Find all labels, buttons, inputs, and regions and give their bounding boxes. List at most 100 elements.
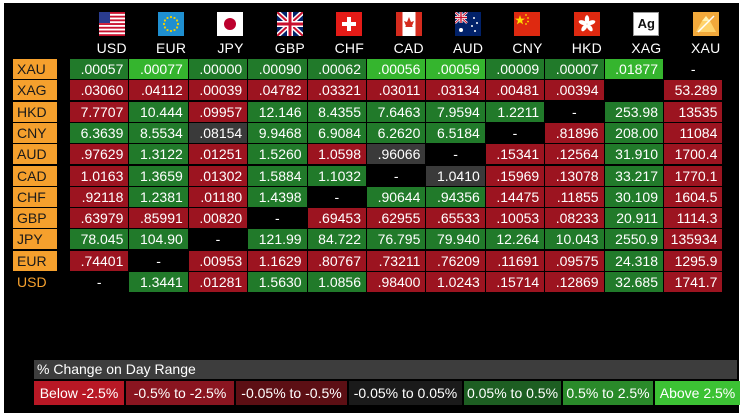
- rate-cell[interactable]: .76209: [426, 250, 485, 271]
- row-label[interactable]: XAG: [13, 80, 57, 101]
- rate-cell[interactable]: 1295.9: [664, 250, 723, 271]
- rate-cell[interactable]: .03011: [367, 80, 426, 101]
- rate-cell[interactable]: 1.3441: [129, 272, 188, 292]
- rate-cell[interactable]: .13078: [545, 165, 604, 186]
- rate-cell[interactable]: 10.444: [129, 101, 188, 122]
- rate-cell[interactable]: 8.5534: [129, 122, 188, 143]
- rate-cell[interactable]: 9.9468: [248, 122, 307, 143]
- rate-cell[interactable]: 13535: [664, 101, 723, 122]
- rate-cell[interactable]: .00394: [545, 80, 604, 101]
- rate-cell[interactable]: .04112: [129, 80, 188, 101]
- rate-cell[interactable]: 1.2381: [129, 186, 188, 207]
- rate-cell[interactable]: .01180: [188, 186, 248, 207]
- rate-cell[interactable]: 1.0410: [426, 165, 485, 186]
- rate-cell[interactable]: -: [545, 101, 604, 122]
- row-label[interactable]: CNY: [13, 122, 57, 143]
- rate-cell[interactable]: .03134: [426, 80, 485, 101]
- rate-cell[interactable]: .96066: [367, 144, 426, 165]
- rate-cell[interactable]: 1.0243: [426, 272, 485, 292]
- rate-cell[interactable]: 24.318: [604, 250, 663, 271]
- rate-cell[interactable]: [604, 80, 663, 101]
- rate-cell[interactable]: 1.0856: [307, 272, 366, 292]
- rate-cell[interactable]: -: [426, 144, 485, 165]
- rate-cell[interactable]: 32.685: [604, 272, 663, 292]
- rate-cell[interactable]: -: [664, 59, 723, 79]
- rate-cell[interactable]: .00000: [188, 59, 248, 79]
- row-label[interactable]: USD: [13, 272, 57, 292]
- rate-cell[interactable]: .03321: [307, 80, 366, 101]
- rate-cell[interactable]: .98400: [367, 272, 426, 292]
- rate-cell[interactable]: 33.217: [604, 165, 663, 186]
- rate-cell[interactable]: -: [188, 229, 248, 250]
- rate-cell[interactable]: .90644: [367, 186, 426, 207]
- rate-cell[interactable]: 79.940: [426, 229, 485, 250]
- rate-cell[interactable]: -: [485, 122, 545, 143]
- column-usd[interactable]: USD: [82, 9, 141, 59]
- rate-cell[interactable]: .73211: [367, 250, 426, 271]
- rate-cell[interactable]: .00039: [188, 80, 248, 101]
- rate-cell[interactable]: .74401: [70, 250, 129, 271]
- rate-cell[interactable]: 1.0598: [307, 144, 366, 165]
- row-label[interactable]: CAD: [13, 165, 57, 186]
- rate-cell[interactable]: .12564: [545, 144, 604, 165]
- rate-cell[interactable]: 1700.4: [664, 144, 723, 165]
- rate-cell[interactable]: 12.264: [485, 229, 545, 250]
- rate-cell[interactable]: 1.1629: [248, 250, 307, 271]
- rate-cell[interactable]: .01251: [188, 144, 248, 165]
- rate-cell[interactable]: .00007: [545, 59, 604, 79]
- rate-cell[interactable]: .11855: [545, 186, 604, 207]
- rate-cell[interactable]: 208.00: [604, 122, 663, 143]
- row-label[interactable]: GBP: [13, 208, 57, 229]
- column-cny[interactable]: CNY: [498, 9, 557, 59]
- rate-cell[interactable]: 1.1032: [307, 165, 366, 186]
- rate-cell[interactable]: 76.795: [367, 229, 426, 250]
- rate-cell[interactable]: 1770.1: [664, 165, 723, 186]
- rate-cell[interactable]: 1741.7: [664, 272, 723, 292]
- rate-cell[interactable]: 30.109: [604, 186, 663, 207]
- row-label[interactable]: AUD: [13, 144, 57, 165]
- rate-cell[interactable]: .94356: [426, 186, 485, 207]
- rate-cell[interactable]: 121.99: [248, 229, 307, 250]
- rate-cell[interactable]: .01302: [188, 165, 248, 186]
- rate-cell[interactable]: .00057: [70, 59, 129, 79]
- rate-cell[interactable]: 6.3639: [70, 122, 129, 143]
- rate-cell[interactable]: .00056: [367, 59, 426, 79]
- rate-cell[interactable]: 31.910: [604, 144, 663, 165]
- rate-cell[interactable]: .63979: [70, 208, 129, 229]
- column-chf[interactable]: CHF: [320, 9, 379, 59]
- rate-cell[interactable]: 7.6463: [367, 101, 426, 122]
- rate-cell[interactable]: .00059: [426, 59, 485, 79]
- rate-cell[interactable]: 78.045: [70, 229, 129, 250]
- rate-cell[interactable]: .15341: [485, 144, 545, 165]
- rate-cell[interactable]: 1.3659: [129, 165, 188, 186]
- rate-cell[interactable]: .08233: [545, 208, 604, 229]
- rate-cell[interactable]: 10.043: [545, 229, 604, 250]
- rate-cell[interactable]: .00062: [307, 59, 366, 79]
- rate-cell[interactable]: .01281: [188, 272, 248, 292]
- rate-cell[interactable]: .03060: [70, 80, 129, 101]
- row-label[interactable]: EUR: [13, 250, 57, 271]
- rate-cell[interactable]: 6.5184: [426, 122, 485, 143]
- column-xag[interactable]: Ag XAG: [617, 9, 676, 59]
- rate-cell[interactable]: .15714: [485, 272, 545, 292]
- rate-cell[interactable]: 6.9084: [307, 122, 366, 143]
- rate-cell[interactable]: 1.5884: [248, 165, 307, 186]
- rate-cell[interactable]: .00953: [188, 250, 248, 271]
- rate-cell[interactable]: 1.4398: [248, 186, 307, 207]
- rate-cell[interactable]: 1.3122: [129, 144, 188, 165]
- rate-cell[interactable]: .09575: [545, 250, 604, 271]
- rate-cell[interactable]: -: [70, 272, 129, 292]
- rate-cell[interactable]: .15969: [485, 165, 545, 186]
- column-aud[interactable]: AUD: [438, 9, 497, 59]
- rate-cell[interactable]: .00481: [485, 80, 545, 101]
- rate-cell[interactable]: 7.7707: [70, 101, 129, 122]
- rate-cell[interactable]: 8.4355: [307, 101, 366, 122]
- row-label[interactable]: JPY: [13, 229, 57, 250]
- rate-cell[interactable]: .11691: [485, 250, 545, 271]
- row-label[interactable]: CHF: [13, 186, 57, 207]
- column-jpy[interactable]: JPY: [201, 9, 260, 59]
- rate-cell[interactable]: 53.289: [664, 80, 723, 101]
- row-label[interactable]: HKD: [13, 101, 57, 122]
- rate-cell[interactable]: 1114.3: [664, 208, 723, 229]
- rate-cell[interactable]: 1.0163: [70, 165, 129, 186]
